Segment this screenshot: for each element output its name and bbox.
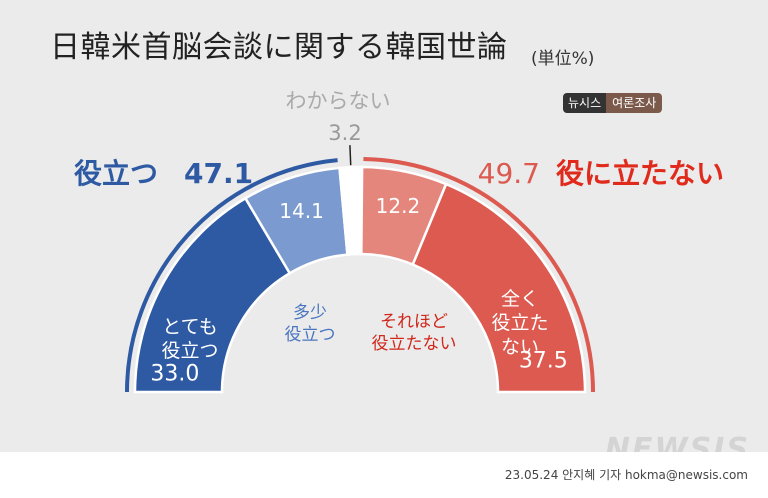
slice-value-4: 37.5 [519,349,568,374]
slice-label-3-line-0: それほど [380,312,448,332]
slice-value-1: 14.1 [279,199,324,223]
slice-label-4-line-2: ない [501,336,539,358]
source-badge-survey: 여론조사 [606,93,663,113]
unknown-leader-line [349,145,352,166]
helpful-group-value: 47.1 [184,157,253,190]
slice-label-3-line-1: 役立たない [372,334,457,354]
source-badge: 뉴시스 여론조사 [563,93,663,113]
slice-value-0: 33.0 [150,362,199,387]
slice-label-0-line-0: とても [162,316,217,338]
footer: 23.05.24 안지혜 기자 hokma@newsis.com [0,452,768,498]
slice-label-0-line-1: 役立つ [161,340,218,362]
not-helpful-group-value: 49.7 [478,157,540,190]
footer-credit: 23.05.24 안지혜 기자 hokma@newsis.com [504,468,748,482]
slice-label-4-line-1: 役立た [491,312,548,334]
unknown-value: 3.2 [328,121,361,145]
slice-label-4-line-0: 全く [501,288,539,310]
unit-label: (単位%) [531,49,595,69]
slice-value-3: 12.2 [376,194,421,218]
chart-title: 日韓米首脳会談に関する韓国世論 [50,30,508,65]
semicircle-chart: 33.014.1 12.237.5とても役立つ多少役立つそれほど役立たない全く役立… [74,89,724,394]
slice-label-1-line-0: 多少 [293,303,327,323]
helpful-group-label: 役立つ [74,157,158,190]
slice-4 [411,182,587,394]
not-helpful-group-label: 役に立たない [556,157,724,190]
source-badge-brand: 뉴시스 [563,93,607,113]
unknown-label: わからない [286,89,391,113]
slice-label-1-line-1: 役立つ [285,325,336,345]
helpful-group-arc [125,158,338,393]
not-helpful-group-arc [363,157,595,393]
